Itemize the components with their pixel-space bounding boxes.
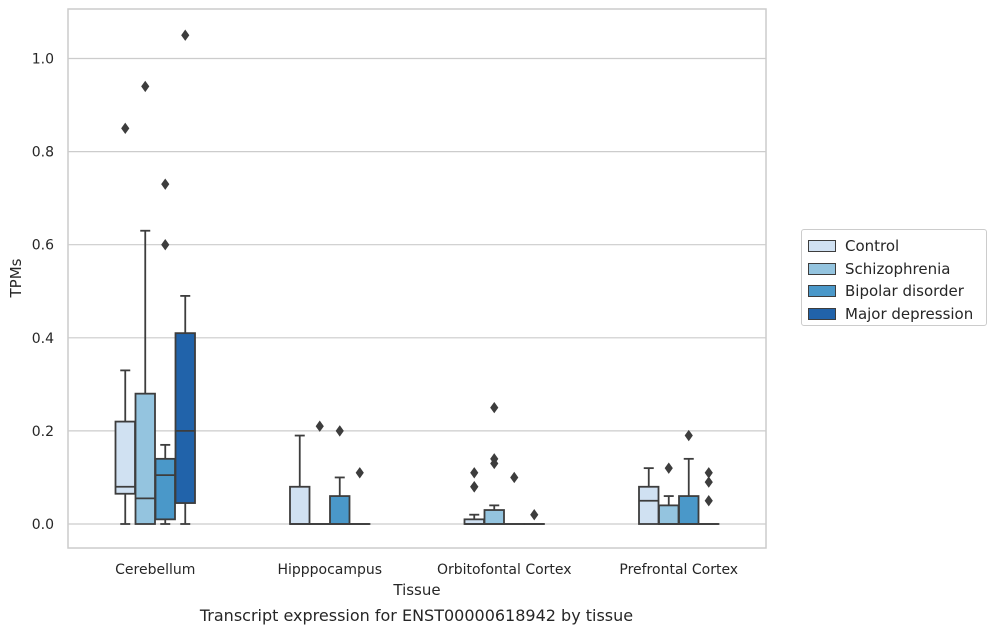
outlier-point [121,122,130,135]
y-tick-label: 0.8 [32,145,54,161]
legend-swatch-schizophrenia [808,262,836,275]
outlier-point [704,495,713,507]
legend-item-major-depression: Major depression [808,303,986,326]
outlier-point [355,467,364,479]
outlier-point [315,420,324,432]
legend-swatch-major-depression [808,307,836,320]
y-tick-label: 1.0 [32,52,54,68]
box-group [154,178,176,525]
box [114,420,136,495]
legend: Control Schizophrenia Bipolar disorder M… [801,229,987,326]
box-group [114,122,136,525]
box-group [698,467,720,525]
legend-swatch-control [808,240,836,253]
box-group [174,29,196,525]
box-group [523,509,545,525]
gridlines [68,57,766,525]
outlier-point [664,462,673,474]
y-axis-title: TPMs [7,258,25,298]
box [154,457,176,521]
box [134,392,156,525]
legend-item-bipolar-disorder: Bipolar disorder [808,280,986,303]
y-tick-label: 0.6 [32,238,54,254]
box-group [329,425,351,525]
box [678,495,700,525]
box [289,485,311,525]
outlier-point [530,509,539,521]
legend-label: Control [845,237,900,256]
outlier-point [490,401,499,414]
box-group [658,462,680,525]
box-group [638,467,660,525]
outlier-point [335,425,344,437]
box-group [503,471,525,525]
x-tick-label: Cerebellum [115,562,195,578]
outlier-point [181,29,190,41]
legend-swatch-bipolar-disorder [808,285,836,298]
box-group [678,429,700,525]
box [483,509,505,525]
box-group [483,401,505,525]
legend-item-control: Control [808,235,986,258]
legend-label: Major depression [845,304,974,323]
box-group [134,80,156,525]
plot-frame [67,8,767,549]
x-tick-label: Hipppocampus [277,562,382,578]
outlier-point [470,467,479,479]
outlier-point [161,178,170,190]
outlier-point [704,467,713,479]
outlier-point [490,453,499,465]
legend-label: Schizophrenia [845,259,951,278]
outlier-point [141,80,150,93]
y-tick-label: 0.0 [32,517,54,533]
box-group [349,467,371,525]
outlier-point [161,239,170,251]
legend-label: Bipolar disorder [845,282,964,301]
y-tick-label: 0.4 [32,331,54,347]
box [329,495,351,525]
outlier-point [704,476,713,488]
x-tick-label: Orbitofontal Cortex [437,562,572,578]
box-group [309,420,331,525]
y-tick-label: 0.2 [32,424,54,440]
outlier-point [470,481,479,493]
legend-item-schizophrenia: Schizophrenia [808,258,986,281]
x-axis-title: Tissue [392,581,440,599]
x-tick-labels: Cerebellum Hipppocampus Orbitofontal Corte… [115,562,738,578]
box-group [289,434,311,525]
box [174,332,196,504]
outlier-point [510,471,519,484]
box [658,504,680,525]
outlier-point [684,429,693,442]
x-tick-label: Prefrontal Cortex [619,562,738,578]
box-group [463,467,485,525]
y-tick-labels: 0.0 0.2 0.4 0.6 0.8 1.0 [32,52,54,534]
chart-title: Transcript expression for ENST0000061894… [199,606,634,625]
box [638,485,660,525]
plot-boxes [114,29,720,525]
